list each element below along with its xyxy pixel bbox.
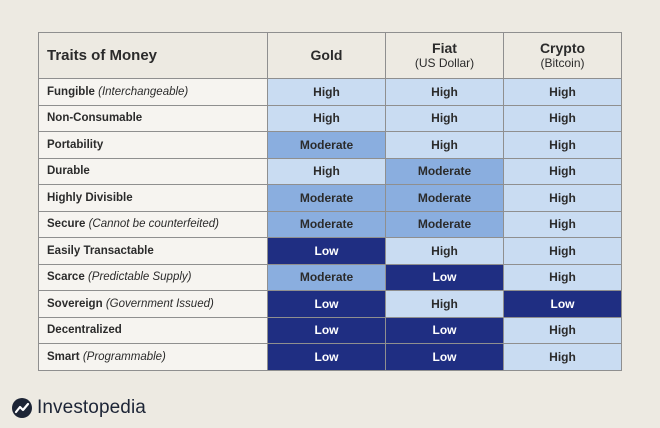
column-header-name: Fiat <box>432 39 457 56</box>
trait-cell: Secure (Cannot be counterfeited) <box>38 210 268 238</box>
rating-cell: High <box>385 131 504 159</box>
rating-cell: Low <box>267 290 386 318</box>
rating-cell: High <box>503 184 622 212</box>
table-row: Portability Moderate High High <box>38 131 622 159</box>
trait-note: (Programmable) <box>82 350 166 363</box>
rating-cell: High <box>503 210 622 238</box>
brand-logo: Investopedia <box>12 397 146 419</box>
rating-cell: High <box>503 237 622 265</box>
rating-cell: Moderate <box>385 210 504 238</box>
rating-cell: Moderate <box>267 131 386 159</box>
table-row: Easily Transactable Low High High <box>38 237 622 265</box>
column-header-fiat: Fiat (US Dollar) <box>385 32 504 79</box>
rating-cell: Low <box>385 263 504 291</box>
rating-cell: Moderate <box>267 184 386 212</box>
table-row: Scarce (Predictable Supply) Moderate Low Hi… <box>38 263 622 291</box>
table-row: Decentralized Low Low High <box>38 316 622 344</box>
trait-cell: Easily Transactable <box>38 237 268 265</box>
table-row: Sovereign (Government Issued) Low High Low <box>38 290 622 318</box>
trait-note: (Government Issued) <box>105 297 214 310</box>
trait-name: Non-Consumable <box>47 112 143 125</box>
rating-cell: High <box>385 78 504 106</box>
rating-cell: Low <box>267 343 386 371</box>
rating-cell: High <box>385 237 504 265</box>
column-header-gold: Gold <box>267 32 386 79</box>
trait-cell: Portability <box>38 131 268 159</box>
trait-note: (Interchangeable) <box>98 85 189 98</box>
trait-name: Portability <box>47 138 104 151</box>
column-header-sub: (US Dollar) <box>414 55 475 70</box>
table-row: Secure (Cannot be counterfeited) Moderate… <box>38 210 622 238</box>
rating-cell: High <box>267 157 386 185</box>
brand-name: Investopedia <box>37 397 146 418</box>
rating-cell: High <box>503 104 622 132</box>
trait-cell: Fungible (Interchangeable) <box>38 78 268 106</box>
rating-cell: High <box>503 157 622 185</box>
trait-name: Decentralized <box>47 324 122 337</box>
column-header-name: Gold <box>310 47 343 63</box>
rating-cell: Low <box>267 237 386 265</box>
rating-cell: Moderate <box>267 210 386 238</box>
trait-cell: Non-Consumable <box>38 104 268 132</box>
rating-cell: High <box>503 343 622 371</box>
trait-cell: Highly Divisible <box>38 184 268 212</box>
rating-cell: Low <box>385 343 504 371</box>
rating-cell: High <box>503 316 622 344</box>
table-row: Fungible (Interchangeable) High High High <box>38 78 622 106</box>
rating-cell: Moderate <box>385 184 504 212</box>
rating-cell: Moderate <box>385 157 504 185</box>
trait-note: (Predictable Supply) <box>87 271 192 284</box>
trait-note: (Cannot be counterfeited) <box>88 218 219 231</box>
table-row: Highly Divisible Moderate Moderate High <box>38 184 622 212</box>
rating-cell: High <box>503 263 622 291</box>
column-header-crypto: Crypto (Bitcoin) <box>503 32 622 79</box>
trait-name: Smart <box>47 350 80 363</box>
trait-name: Highly Divisible <box>47 191 133 204</box>
trait-cell: Durable <box>38 157 268 185</box>
rating-cell: Low <box>385 316 504 344</box>
table-body: Fungible (Interchangeable) High High High No… <box>38 78 622 371</box>
table-row: Smart (Programmable) Low Low High <box>38 343 622 371</box>
column-header-name: Crypto <box>539 39 586 56</box>
traits-of-money-table: Traits of Money Gold Fiat (US Dollar) Cr… <box>38 32 622 371</box>
table-row: Non-Consumable High High High <box>38 104 622 132</box>
trait-name: Durable <box>47 165 90 178</box>
traits-header: Traits of Money <box>38 32 268 79</box>
table-row: Durable High Moderate High <box>38 157 622 185</box>
investopedia-logo-icon <box>12 398 32 418</box>
rating-cell: Moderate <box>267 263 386 291</box>
rating-cell: Low <box>503 290 622 318</box>
trait-cell: Decentralized <box>38 316 268 344</box>
rating-cell: High <box>385 104 504 132</box>
trait-name: Scarce <box>47 271 85 284</box>
trait-cell: Scarce (Predictable Supply) <box>38 263 268 291</box>
table-header-row: Traits of Money Gold Fiat (US Dollar) Cr… <box>38 32 622 79</box>
trait-name: Sovereign <box>47 297 103 310</box>
rating-cell: High <box>267 104 386 132</box>
trait-name: Fungible <box>47 85 95 98</box>
trait-cell: Sovereign (Government Issued) <box>38 290 268 318</box>
rating-cell: High <box>503 131 622 159</box>
rating-cell: High <box>267 78 386 106</box>
trait-cell: Smart (Programmable) <box>38 343 268 371</box>
column-header-sub: (Bitcoin) <box>540 55 585 70</box>
rating-cell: High <box>503 78 622 106</box>
trait-name: Easily Transactable <box>47 244 154 257</box>
rating-cell: High <box>385 290 504 318</box>
trait-name: Secure <box>47 218 86 231</box>
rating-cell: Low <box>267 316 386 344</box>
